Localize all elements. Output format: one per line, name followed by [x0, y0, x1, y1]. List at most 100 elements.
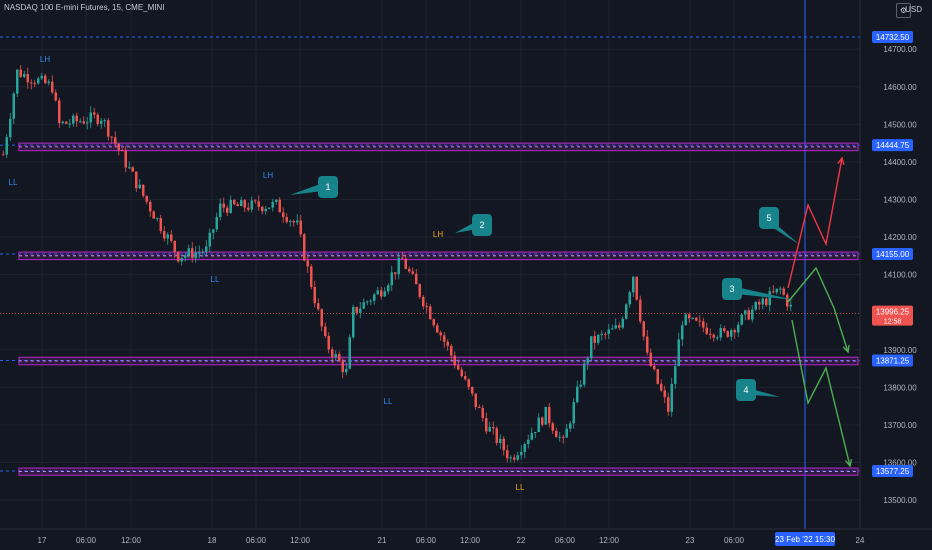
bearish-projection-arrow-1	[787, 266, 849, 353]
candle-body	[47, 81, 50, 84]
candle-body	[471, 386, 474, 394]
candle-body	[747, 310, 750, 320]
candle-body	[219, 203, 222, 218]
candle-body	[299, 220, 302, 235]
candle-body	[730, 330, 733, 337]
settings-icon[interactable]: ⚙	[896, 3, 911, 18]
candle-body	[733, 330, 736, 333]
candle-body	[579, 384, 582, 387]
candle-body	[107, 120, 110, 137]
candle-body	[271, 201, 274, 208]
candle-body	[166, 234, 169, 239]
candle-body	[719, 328, 722, 338]
candle-body	[292, 220, 295, 223]
candle-body	[488, 426, 491, 432]
candle-body	[590, 336, 593, 359]
time-axis-bg	[0, 529, 932, 550]
candle-body	[429, 306, 432, 320]
bearish-projection-arrow-2	[791, 319, 851, 467]
candle-body	[373, 294, 376, 301]
price-badge-label: 14444.75	[876, 141, 910, 150]
candle-body	[625, 304, 628, 319]
candle-body	[289, 220, 292, 222]
candle-body	[436, 325, 439, 333]
candle-body	[236, 204, 239, 207]
candle-body	[422, 296, 425, 307]
candle-body	[100, 120, 103, 124]
candle-body	[415, 273, 418, 285]
candle-body	[779, 288, 782, 290]
candle-body	[537, 417, 540, 433]
currency-label[interactable]: USD	[905, 5, 922, 14]
candle-body	[464, 376, 467, 380]
candle-body	[432, 319, 435, 326]
candle-body	[705, 327, 708, 334]
candle-body	[341, 360, 344, 373]
candle-body	[712, 334, 715, 338]
candlestick-series	[2, 65, 792, 463]
swing-label: LH	[40, 55, 50, 64]
axis-labels: 14700.00 14600.00 14500.00 14400.00 14300.00…	[9, 31, 917, 546]
candle-body	[418, 284, 421, 297]
candle-body	[789, 304, 792, 307]
bullish-projection-arrow-head	[837, 156, 845, 165]
candle-body	[229, 200, 232, 213]
candle-body	[380, 290, 383, 297]
candle-body	[383, 291, 386, 297]
candle-body	[250, 200, 253, 210]
candle-body	[89, 112, 92, 123]
candle-body	[16, 69, 19, 94]
x-tick-label: 17	[38, 536, 47, 545]
candle-body	[611, 328, 614, 330]
candle-body	[548, 406, 551, 424]
callout-badge	[759, 207, 779, 229]
projection-drawings: 1 2 3 4 5	[290, 156, 853, 468]
candle-body	[121, 150, 124, 152]
candle-body	[751, 309, 754, 320]
candle-body	[439, 332, 442, 336]
candle-body	[278, 199, 281, 213]
swing-label: LL	[9, 178, 18, 187]
price-badge	[872, 465, 913, 477]
candle-body	[450, 345, 453, 356]
candle-body	[775, 288, 778, 293]
x-tick-label: 18	[208, 536, 217, 545]
candle-body	[478, 406, 481, 408]
candle-body	[716, 337, 719, 339]
candle-body	[387, 285, 390, 292]
candle-body	[583, 363, 586, 385]
candle-body	[670, 383, 673, 412]
candle-body	[26, 73, 29, 83]
candle-body	[23, 73, 26, 77]
zone-box	[18, 251, 859, 261]
candle-body	[754, 301, 757, 310]
candle-body	[499, 438, 502, 444]
callout-tail	[290, 183, 323, 195]
candle-body	[674, 366, 677, 384]
callout-number: 3	[729, 284, 734, 294]
candle-body	[786, 294, 789, 307]
candle-body	[684, 314, 687, 326]
candle-body	[457, 365, 460, 370]
candle-body	[345, 368, 348, 373]
candle-body	[390, 272, 393, 286]
candle-body	[607, 329, 610, 334]
price-axis-bg	[860, 0, 932, 550]
candle-body	[614, 325, 617, 329]
y-tick-label: 14400.00	[883, 158, 917, 167]
price-badge-label: 14155.00	[876, 250, 910, 259]
candle-body	[51, 81, 54, 93]
candle-body	[240, 200, 243, 207]
candle-body	[117, 143, 120, 151]
candle-body	[145, 195, 148, 202]
candle-body	[306, 260, 309, 267]
candle-body	[177, 251, 180, 262]
y-tick-label: 14200.00	[883, 233, 917, 242]
candle-body	[327, 335, 330, 350]
y-tick-label: 13500.00	[883, 496, 917, 505]
candle-body	[114, 137, 117, 144]
candle-body	[233, 200, 236, 205]
candle-body	[576, 386, 579, 403]
candle-body	[212, 229, 215, 233]
